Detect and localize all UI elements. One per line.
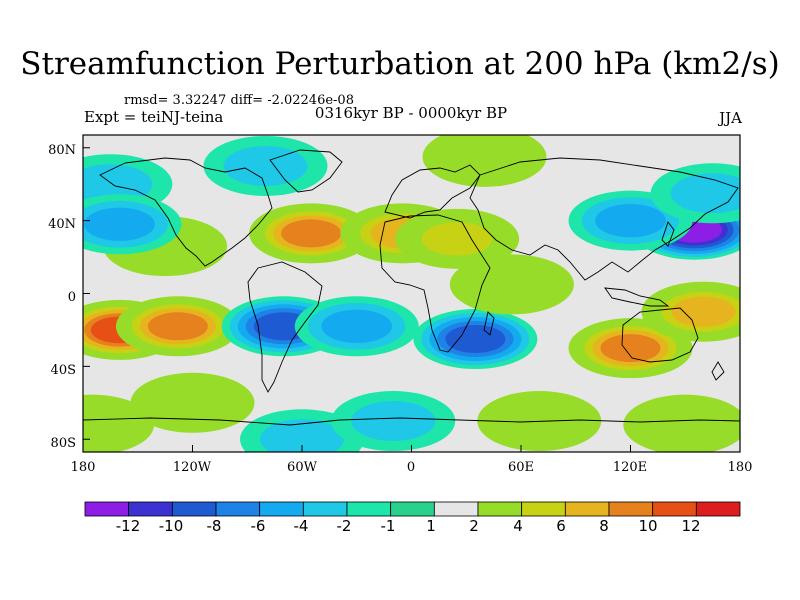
madagascar-outline	[483, 311, 495, 336]
colorbar-labels: -12 -10 -8 -6 -4 -2 -1 1 2 4 6 8 10 12	[116, 517, 701, 535]
coastlines	[83, 149, 740, 426]
chart-title: Streamfunction Perturbation at 200 hPa (…	[20, 46, 780, 82]
y-axis-labels: 80N 40N 0 40S 80S	[48, 143, 76, 451]
contour-band	[147, 312, 208, 341]
colorbar-label: -2	[337, 517, 352, 535]
indonesia-outline	[604, 287, 670, 307]
colorbar-box	[346, 501, 392, 517]
colorbar-box	[259, 501, 304, 517]
new-zealand-outline	[711, 361, 725, 381]
contour-band	[83, 404, 135, 445]
y-tick-label: 80S	[51, 436, 76, 451]
x-tick-label: 0	[407, 460, 415, 475]
colorbar-box	[695, 501, 741, 517]
north-america-outline	[99, 157, 273, 267]
colorbar-label: -12	[116, 517, 141, 535]
contour-band	[150, 382, 235, 423]
contour-band	[281, 219, 342, 248]
asia-outline	[469, 157, 739, 281]
colorbar-label: -1	[381, 517, 396, 535]
colorbar-label: 6	[556, 517, 566, 535]
colorbar-label: 4	[513, 517, 523, 535]
colorbar-box	[477, 501, 523, 517]
contour-band	[321, 309, 393, 343]
south-america-outline	[247, 261, 323, 393]
colorbar-label: 1	[426, 517, 436, 535]
contour-band	[445, 325, 506, 354]
colorbar-box	[128, 501, 173, 517]
colorbar-box	[171, 501, 217, 517]
contour-band	[595, 203, 666, 238]
contour-band	[260, 419, 344, 452]
map-plot-area	[83, 135, 740, 452]
australia-outline	[621, 307, 699, 363]
contour-band	[223, 145, 308, 186]
axis-ticks	[82, 147, 741, 452]
y-tick-label: 0	[68, 290, 76, 305]
colorbar-box	[84, 501, 130, 517]
colorbar-box	[302, 501, 348, 517]
x-axis-labels: 180 120W 60W 0 60E 120E 180	[71, 460, 753, 475]
colorbar-label: -8	[207, 517, 222, 535]
stats-text: rmsd= 3.32247 diff= -2.02246e-08	[124, 93, 354, 108]
colorbar-label: 10	[638, 517, 657, 535]
contour-band	[600, 334, 661, 363]
colorbar-label: -4	[294, 517, 309, 535]
y-tick-label: 80N	[48, 143, 76, 158]
japan-outline	[661, 221, 675, 247]
contour-band	[643, 404, 728, 445]
x-tick-label: 120E	[613, 460, 647, 475]
antarctica-outline	[83, 417, 740, 426]
contour-band	[469, 264, 554, 305]
contour-band	[421, 222, 493, 256]
colorbar-box	[433, 501, 479, 517]
colorbar-label: -10	[159, 517, 184, 535]
contour-band	[671, 296, 736, 327]
europe-outline	[384, 164, 481, 219]
colorbar-box	[652, 501, 697, 517]
colorbar-label: 8	[599, 517, 609, 535]
x-tick-label: 180	[71, 460, 96, 475]
x-tick-label: 60E	[508, 460, 534, 475]
contour-band	[442, 136, 527, 177]
colorbar-label: 12	[681, 517, 700, 535]
colorbar-label: -6	[251, 517, 266, 535]
contour-band	[351, 401, 436, 442]
y-tick-label: 40N	[48, 217, 76, 232]
contour-band	[670, 173, 740, 214]
contour-band	[83, 164, 153, 205]
experiment-label: Expt = teiNJ-teina	[84, 108, 224, 126]
colorbar-box	[390, 501, 435, 517]
period-label: 0316kyr BP - 0000kyr BP	[314, 104, 508, 122]
x-tick-label: 180	[728, 460, 753, 475]
colorbar-box	[564, 501, 610, 517]
colorbar-label: 2	[469, 517, 479, 535]
colorbar-box	[521, 501, 566, 517]
africa-outline	[379, 214, 491, 353]
colorbar	[84, 501, 741, 517]
x-tick-label: 60W	[287, 460, 318, 475]
x-tick-label: 120W	[173, 460, 212, 475]
y-tick-label: 40S	[51, 363, 76, 378]
greenland-outline	[269, 149, 343, 193]
colorbar-box	[608, 501, 654, 517]
colorbar-box	[215, 501, 261, 517]
contour-band	[84, 207, 155, 241]
season-label: JJA	[719, 109, 742, 127]
